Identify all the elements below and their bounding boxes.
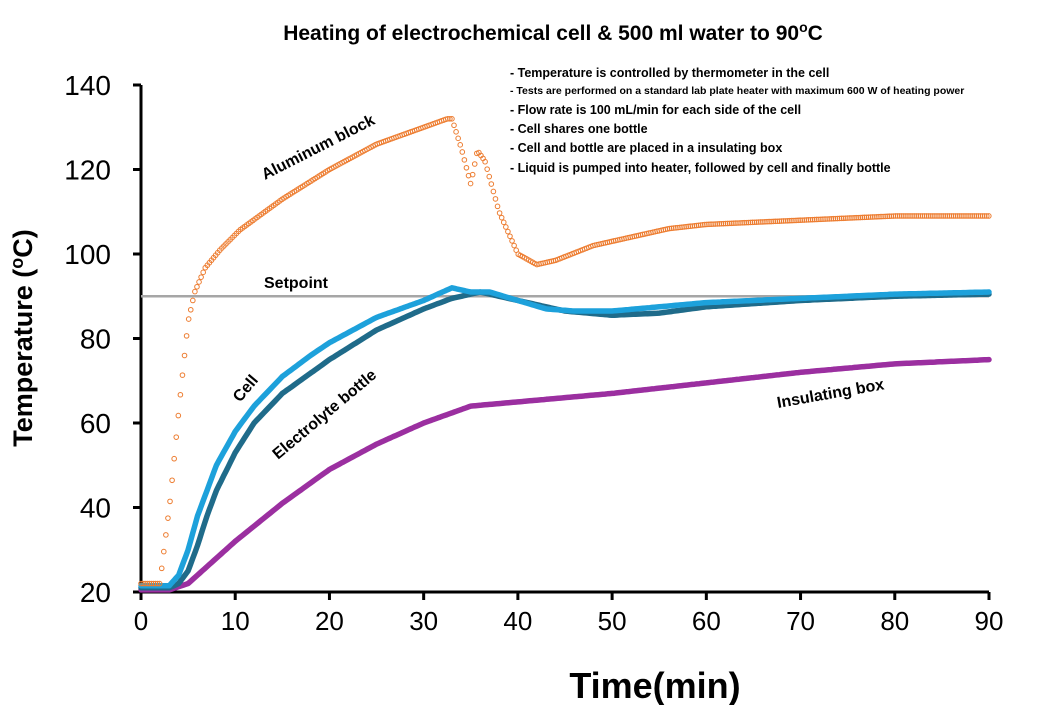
x-tick-label: 90 <box>975 606 1004 636</box>
data-point-aluminum-block <box>459 149 466 155</box>
data-point-aluminum-block <box>461 157 468 163</box>
data-point-aluminum-block <box>163 532 169 538</box>
data-point-aluminum-block <box>200 269 206 276</box>
data-point-aluminum-block <box>453 129 459 135</box>
data-point-aluminum-block <box>165 515 171 521</box>
data-point-aluminum-block <box>181 352 188 359</box>
series-label-insulating-box: Insulating box <box>776 376 886 412</box>
data-point-aluminum-block <box>194 283 200 290</box>
data-point-aluminum-block <box>494 203 501 210</box>
data-point-aluminum-block <box>169 477 175 484</box>
data-point-aluminum-block <box>500 219 507 226</box>
data-point-aluminum-block <box>492 196 499 202</box>
x-tick-label: 40 <box>503 606 532 636</box>
data-point-aluminum-block <box>167 498 173 505</box>
note-4: - Cell shares one bottle <box>510 122 648 136</box>
series-line-insulating-box <box>138 356 992 593</box>
data-point-aluminum-block <box>171 455 177 462</box>
note-1: - Temperature is controlled by thermomet… <box>510 66 830 80</box>
data-point-aluminum-block <box>511 242 517 249</box>
y-axis-label: Temperature (oC) <box>7 229 38 447</box>
data-point-aluminum-block <box>177 391 184 398</box>
data-point-aluminum-block <box>449 116 455 122</box>
note-5: - Cell and bottle are placed in a insula… <box>510 141 783 155</box>
data-point-aluminum-block <box>490 188 497 195</box>
data-point-aluminum-block <box>496 210 503 216</box>
data-point-aluminum-block <box>190 297 196 304</box>
x-tick-label: 60 <box>692 606 721 636</box>
data-point-aluminum-block <box>983 213 990 219</box>
data-point-aluminum-block <box>509 238 515 244</box>
data-point-aluminum-block <box>185 316 192 322</box>
data-point-aluminum-block <box>447 116 453 122</box>
note-2: - Tests are performed on a standard lab … <box>510 85 965 97</box>
data-point-aluminum-block <box>158 565 165 572</box>
x-tick-label: 10 <box>221 606 250 636</box>
y-tick-label: 60 <box>80 408 111 439</box>
x-tick-label: 20 <box>315 606 344 636</box>
data-point-aluminum-block <box>196 279 202 285</box>
series-label-aluminum-block: Aluminum block <box>259 112 378 184</box>
series-line-electrolyte-bottle <box>138 289 992 591</box>
data-point-aluminum-block <box>451 122 457 129</box>
data-point-aluminum-block <box>187 306 194 313</box>
series-line-cell <box>138 285 992 589</box>
setpoint-label: Setpoint <box>264 275 329 292</box>
data-point-aluminum-block <box>488 181 495 187</box>
data-point-aluminum-block <box>173 434 180 440</box>
data-point-aluminum-block <box>507 233 513 240</box>
note-6: - Liquid is pumped into heater, followed… <box>510 161 891 175</box>
data-point-aluminum-block <box>179 372 186 378</box>
x-tick-label: 70 <box>786 606 815 636</box>
data-point-aluminum-block <box>175 412 182 419</box>
y-tick-label: 100 <box>64 239 111 270</box>
series-cell <box>138 285 992 589</box>
series-electrolyte-bottle <box>138 289 992 591</box>
data-point-aluminum-block <box>463 164 470 171</box>
data-point-aluminum-block <box>455 135 461 142</box>
x-tick-label: 0 <box>134 606 148 636</box>
series-aluminum-block <box>138 116 992 587</box>
x-tick-label: 50 <box>598 606 627 636</box>
series-group <box>138 116 992 593</box>
x-tick-label: 80 <box>880 606 909 636</box>
y-tick-label: 80 <box>80 324 111 355</box>
axes: 0 10 20 30 40 50 60 70 80 90 20 40 60 80 100 120 140 <box>64 70 1003 636</box>
data-point-aluminum-block <box>498 214 505 221</box>
x-tick-label: 30 <box>409 606 438 636</box>
data-point-aluminum-block <box>503 224 509 230</box>
data-point-aluminum-block <box>156 580 163 587</box>
y-tick-label: 40 <box>80 493 111 524</box>
y-tick-label: 140 <box>64 70 111 101</box>
data-point-aluminum-block <box>469 171 476 178</box>
x-axis-label: Time(min) <box>569 665 740 705</box>
data-point-aluminum-block <box>471 161 478 167</box>
data-point-aluminum-block <box>192 288 198 295</box>
data-point-aluminum-block <box>482 158 488 165</box>
chart-title: Heating of electrochemical cell & 500 ml… <box>283 19 823 45</box>
data-point-aluminum-block <box>467 180 474 187</box>
data-point-aluminum-block <box>154 580 161 587</box>
data-point-aluminum-block <box>161 548 167 555</box>
data-point-aluminum-block <box>505 228 511 235</box>
data-point-aluminum-block <box>183 333 190 339</box>
note-3: - Flow rate is 100 mL/min for each side … <box>510 103 802 117</box>
series-insulating-box <box>138 356 992 593</box>
data-point-aluminum-block <box>486 173 493 180</box>
y-tick-label: 120 <box>64 155 111 186</box>
data-point-aluminum-block <box>457 142 464 148</box>
data-point-aluminum-block <box>484 166 490 172</box>
data-point-aluminum-block <box>198 274 204 280</box>
y-tick-label: 20 <box>80 577 111 608</box>
data-point-aluminum-block <box>986 213 992 219</box>
